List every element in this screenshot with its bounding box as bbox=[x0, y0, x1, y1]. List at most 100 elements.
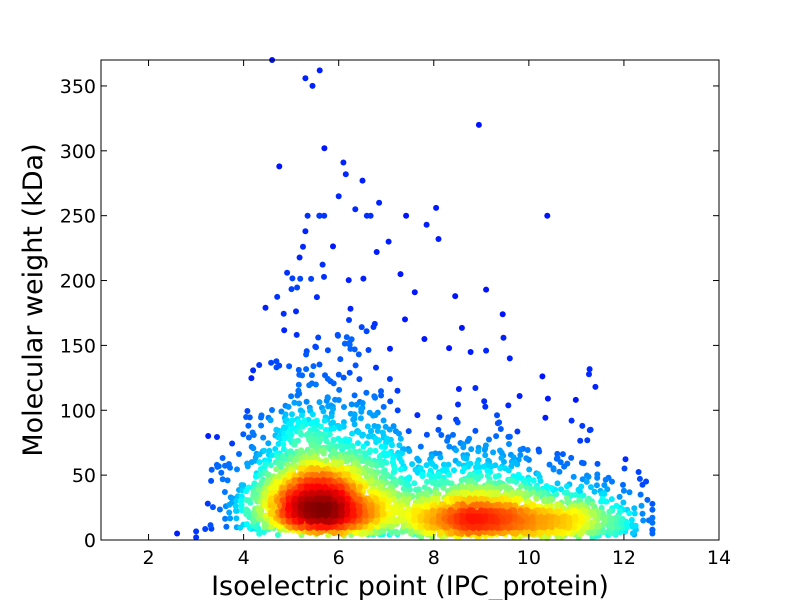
scatter-point bbox=[506, 441, 512, 447]
scatter-point bbox=[601, 517, 608, 524]
scatter-point bbox=[298, 484, 305, 491]
scatter-point bbox=[378, 474, 385, 481]
scatter-point bbox=[529, 501, 536, 508]
scatter-point bbox=[436, 414, 443, 421]
scatter-point bbox=[342, 443, 349, 450]
scatter-point bbox=[577, 502, 584, 509]
scatter-point bbox=[218, 469, 225, 476]
scatter-point bbox=[613, 530, 619, 537]
scatter-point bbox=[500, 508, 507, 515]
scatter-point bbox=[221, 489, 228, 495]
scatter-point bbox=[494, 412, 500, 419]
scatter-point bbox=[472, 427, 479, 434]
scatter-point bbox=[287, 524, 294, 531]
scatter-point bbox=[423, 504, 430, 510]
scatter-point bbox=[350, 416, 357, 423]
scatter-point bbox=[380, 490, 386, 497]
scatter-point bbox=[448, 495, 455, 502]
scatter-point bbox=[594, 460, 601, 467]
scatter-point bbox=[400, 485, 407, 492]
scatter-point bbox=[456, 460, 462, 467]
scatter-point bbox=[319, 261, 326, 268]
scatter-point bbox=[374, 512, 381, 518]
scatter-point bbox=[372, 447, 379, 454]
scatter-point bbox=[412, 524, 419, 531]
scatter-point bbox=[346, 341, 353, 348]
scatter-point bbox=[559, 451, 566, 458]
scatter-point bbox=[518, 518, 525, 525]
scatter-point bbox=[295, 381, 302, 388]
scatter-point bbox=[356, 376, 363, 383]
scatter-point bbox=[280, 441, 287, 448]
scatter-point bbox=[643, 478, 650, 485]
scatter-point bbox=[349, 430, 356, 437]
scatter-point bbox=[352, 362, 359, 369]
scatter-point bbox=[390, 423, 397, 430]
scatter-point bbox=[424, 478, 430, 485]
scatter-point bbox=[327, 426, 334, 433]
scatter-point bbox=[459, 518, 466, 525]
scatter-point bbox=[613, 502, 620, 509]
scatter-point bbox=[345, 277, 352, 284]
scatter-point bbox=[287, 453, 294, 460]
scatter-point bbox=[273, 358, 280, 365]
scatter-point bbox=[317, 447, 324, 454]
scatter-point bbox=[229, 440, 236, 447]
scatter-point bbox=[468, 497, 475, 504]
scatter-point bbox=[280, 310, 287, 317]
scatter-point bbox=[561, 463, 568, 470]
scatter-point bbox=[523, 490, 530, 496]
scatter-point bbox=[299, 412, 305, 419]
scatter-point bbox=[303, 351, 310, 358]
scatter-point bbox=[328, 420, 335, 427]
scatter-point bbox=[338, 465, 345, 472]
scatter-point bbox=[589, 501, 596, 508]
scatter-point bbox=[291, 472, 298, 479]
scatter-point bbox=[363, 389, 370, 396]
scatter-point bbox=[469, 507, 476, 514]
scatter-point bbox=[337, 356, 344, 363]
scatter-point bbox=[440, 484, 447, 491]
scatter-point bbox=[246, 414, 253, 421]
scatter-point bbox=[274, 453, 280, 460]
scatter-point bbox=[350, 466, 357, 473]
scatter-point bbox=[465, 513, 472, 520]
scatter-point bbox=[547, 508, 553, 515]
scatter-point bbox=[484, 472, 491, 479]
scatter-point bbox=[466, 523, 473, 530]
scatter-point bbox=[340, 159, 347, 166]
scatter-point bbox=[578, 518, 585, 525]
scatter-point bbox=[359, 400, 366, 406]
scatter-point bbox=[621, 465, 628, 472]
scatter-point bbox=[233, 497, 240, 504]
scatter-point bbox=[432, 473, 439, 480]
scatter-point bbox=[330, 466, 337, 473]
scatter-point bbox=[355, 429, 362, 436]
scatter-point bbox=[330, 437, 337, 444]
scatter-point bbox=[637, 491, 644, 498]
scatter-point bbox=[593, 482, 600, 489]
scatter-point bbox=[608, 515, 615, 522]
scatter-point bbox=[450, 431, 456, 438]
scatter-point bbox=[309, 411, 316, 418]
scatter-point bbox=[372, 495, 379, 502]
scatter-point bbox=[411, 480, 418, 487]
scatter-point bbox=[344, 516, 351, 523]
scatter-point bbox=[226, 509, 233, 516]
scatter-point bbox=[639, 510, 646, 517]
scatter-point bbox=[516, 523, 523, 530]
scatter-point bbox=[571, 507, 578, 514]
scatter-point bbox=[448, 480, 455, 487]
scatter-point bbox=[299, 423, 306, 430]
scatter-point bbox=[355, 351, 362, 358]
scatter-point bbox=[553, 491, 560, 498]
scatter-point bbox=[378, 388, 384, 395]
scatter-point bbox=[638, 502, 645, 509]
scatter-point bbox=[356, 507, 363, 514]
scatter-point bbox=[299, 372, 306, 379]
scatter-point bbox=[236, 451, 242, 457]
scatter-point bbox=[465, 461, 472, 468]
scatter-point bbox=[609, 478, 615, 485]
scatter-point bbox=[317, 423, 324, 430]
scatter-point bbox=[269, 407, 275, 413]
